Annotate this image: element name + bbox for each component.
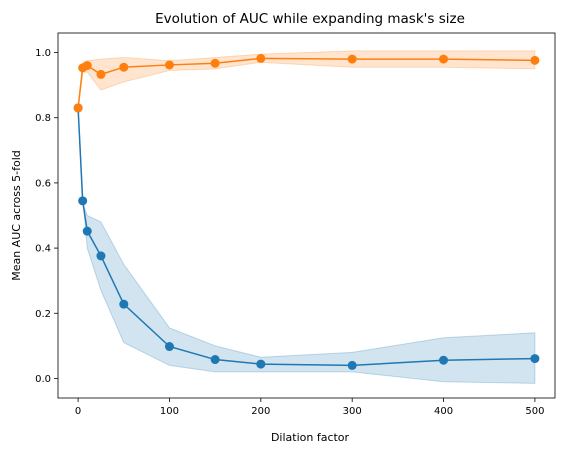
- x-tick-label: 400: [434, 406, 453, 417]
- series-1-point: [439, 355, 449, 365]
- series-1-point: [78, 196, 88, 206]
- series-1-point: [164, 342, 174, 352]
- series-1-point: [347, 360, 357, 370]
- y-tick-label: 0.0: [35, 374, 51, 385]
- series-2-point: [73, 103, 83, 113]
- series-2-point: [96, 69, 106, 79]
- series-2-point: [119, 62, 129, 72]
- series-2-point: [439, 54, 449, 64]
- series-2-point: [164, 60, 174, 70]
- y-axis-label: Mean AUC across 5-fold: [10, 150, 23, 281]
- x-tick-label: 0: [75, 406, 81, 417]
- series-1-point: [96, 251, 106, 261]
- y-tick-label: 0.8: [35, 113, 51, 124]
- x-axis-label: Dilation factor: [271, 431, 350, 444]
- series-2-point: [256, 53, 266, 63]
- plot-area: [73, 50, 540, 384]
- axes-frame: [57, 32, 556, 399]
- x-tick-label: 500: [525, 406, 544, 417]
- series-2-point: [82, 61, 92, 71]
- y-tick-label: 0.2: [35, 309, 51, 320]
- y-tick-label: 0.6: [35, 178, 51, 189]
- series-2-point: [530, 55, 540, 65]
- x-tick-label: 200: [251, 406, 270, 417]
- series-1-point: [530, 354, 540, 364]
- series-2-point: [347, 54, 357, 64]
- series-1-point: [82, 226, 92, 236]
- x-axis-ticks: 0 100 200 300 400 500: [75, 398, 544, 417]
- x-tick-label: 100: [160, 406, 179, 417]
- y-tick-label: 1.0: [35, 48, 51, 59]
- x-tick-label: 300: [343, 406, 362, 417]
- y-tick-label: 0.4: [35, 244, 51, 255]
- chart-title: Evolution of AUC while expanding mask's …: [155, 11, 465, 27]
- y-axis-ticks: 0.0 0.2 0.4 0.6 0.8 1.0: [35, 48, 58, 385]
- series-1-point: [256, 359, 266, 369]
- series-1-point: [119, 299, 129, 309]
- series-1-band: [77, 107, 536, 384]
- series-2-point: [210, 58, 220, 68]
- series-1-point: [210, 355, 220, 365]
